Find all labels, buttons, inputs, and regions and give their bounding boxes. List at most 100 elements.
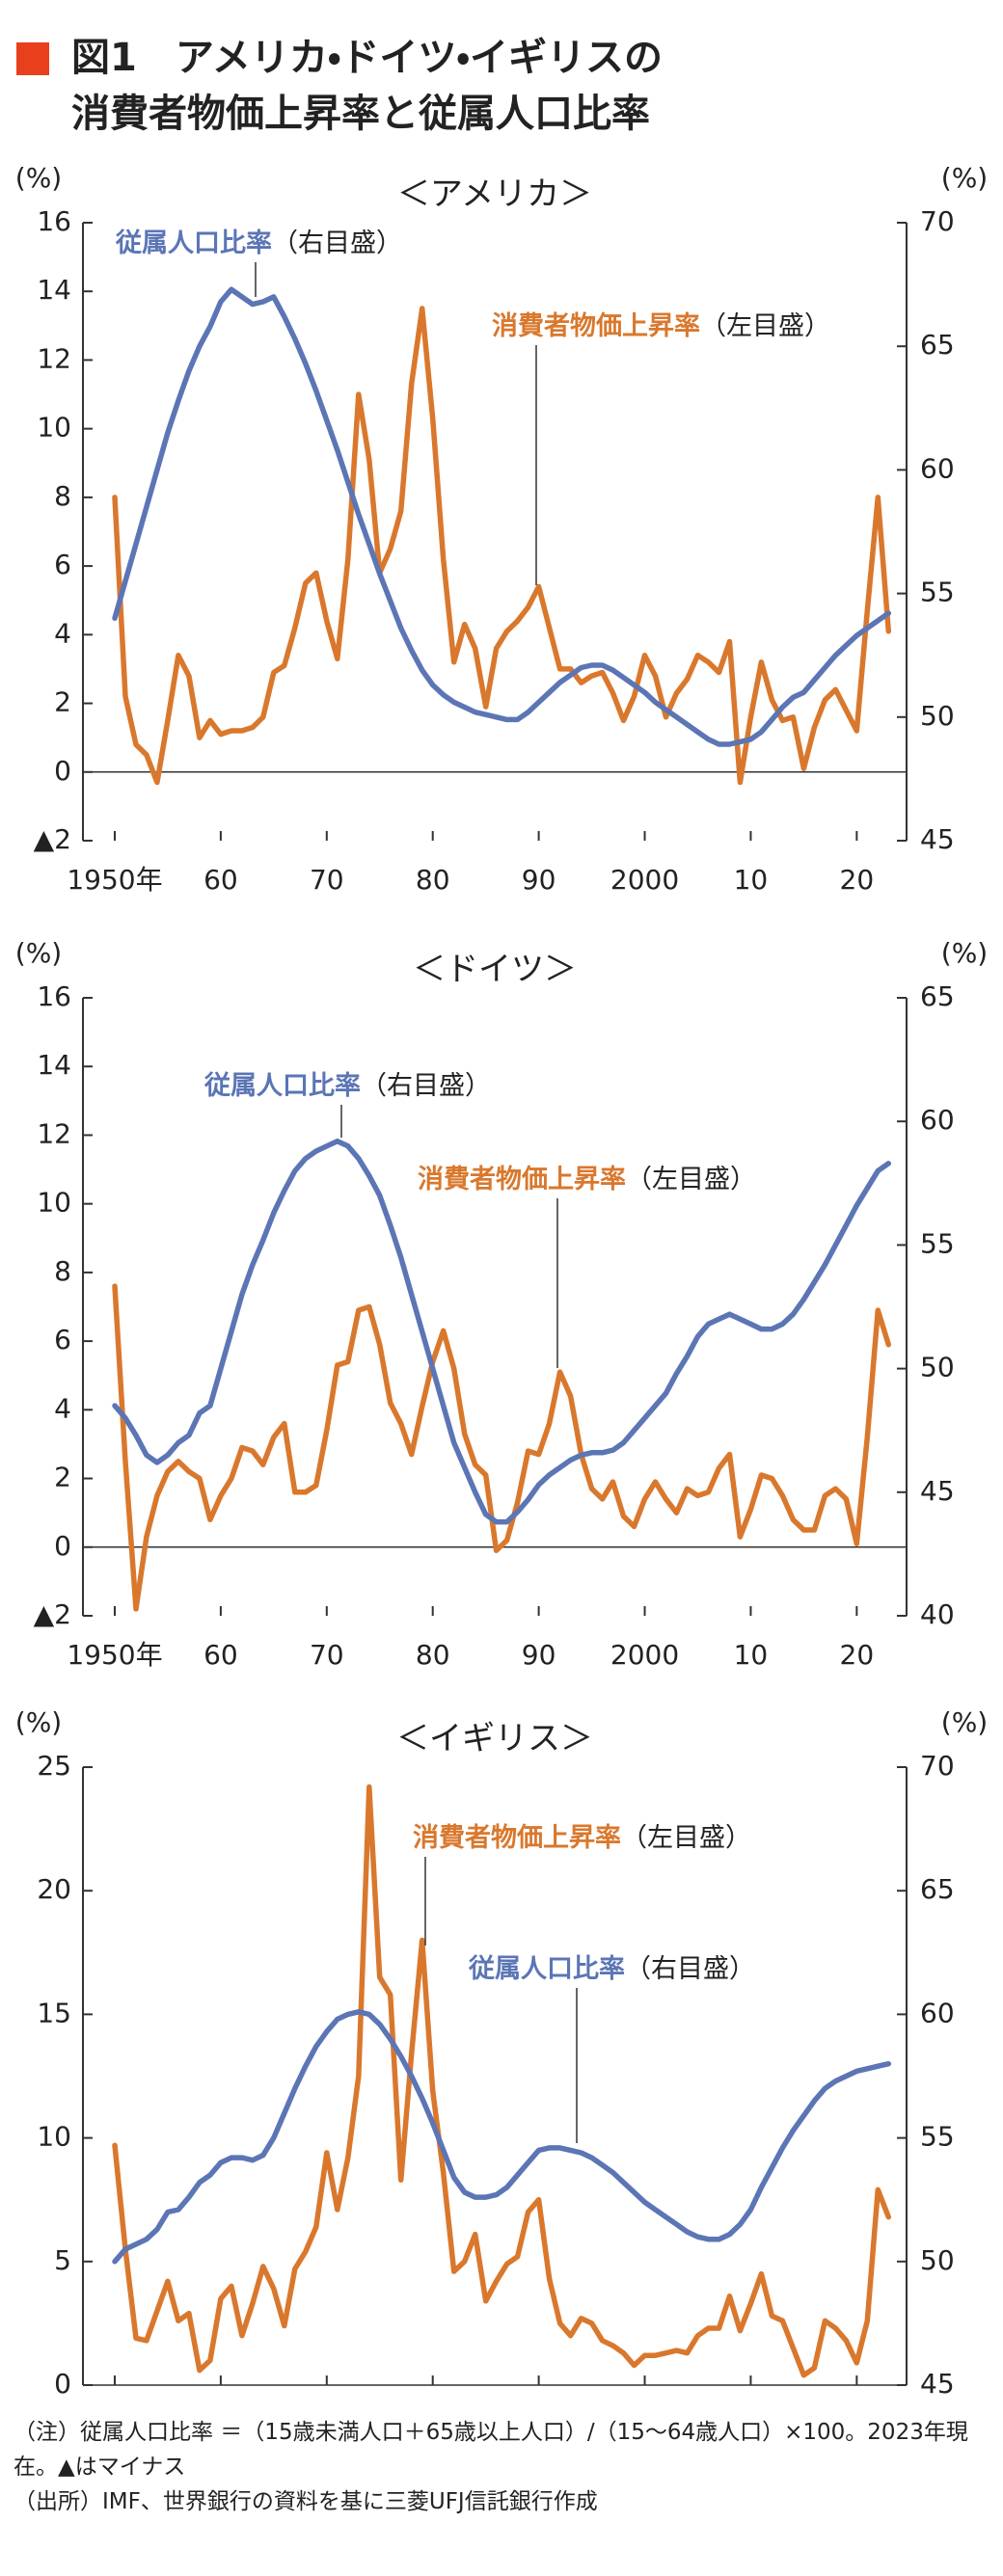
y2-tick-label: 55 — [920, 1227, 955, 1259]
header-marker — [16, 42, 49, 75]
x-tick-label: 2000 — [610, 864, 679, 896]
y-axis-label: (%) — [15, 162, 62, 194]
y-tick-label: 0 — [54, 1530, 71, 1562]
y2-axis-label: (%) — [941, 937, 988, 969]
x-tick-label: 1950年 — [67, 864, 162, 896]
x-tick-label: 10 — [734, 864, 769, 896]
y2-tick-label: 50 — [920, 700, 955, 732]
series-line — [112, 286, 892, 747]
y-axis-label: (%) — [15, 937, 62, 969]
series-name: 消費者物価上昇率 — [492, 311, 700, 341]
y-tick-label: 0 — [54, 2368, 71, 2400]
y2-tick-label: 55 — [920, 2121, 955, 2153]
series-label: 消費者物価上昇率（左目盛） — [418, 1165, 756, 1194]
series-label: 消費者物価上昇率（左目盛） — [413, 1823, 751, 1853]
y2-tick-label: 65 — [920, 329, 955, 361]
y2-tick-label: 60 — [920, 1997, 955, 2028]
y2-tick-label: 65 — [920, 1873, 955, 1905]
series-line — [112, 1138, 892, 1525]
y2-tick-label: 60 — [920, 452, 955, 484]
series-label: 消費者物価上昇率（左目盛） — [492, 311, 830, 341]
y-tick-label: 25 — [37, 1750, 71, 1782]
y2-tick-label: 60 — [920, 1104, 955, 1136]
y2-tick-label: 45 — [920, 1475, 955, 1507]
x-tick-label: 70 — [310, 1639, 344, 1671]
series-name: 従属人口比率 — [115, 228, 272, 258]
y-tick-label: 4 — [54, 1392, 71, 1424]
x-tick-label: 80 — [416, 1639, 450, 1671]
chart-title: ＜イギリス＞ — [396, 1720, 593, 1758]
y2-axis-label: (%) — [941, 1706, 988, 1738]
x-tick-label: 2000 — [610, 1639, 679, 1671]
y2-tick-label: 50 — [920, 2244, 955, 2276]
series-line — [112, 2009, 892, 2265]
y2-tick-label: 45 — [920, 823, 955, 855]
axis-note: （右目盛） — [361, 1071, 491, 1101]
chart-area: 図1 アメリカ・ドイツ・イギリスの 消費者物価上昇率と従属人口比率 ＜アメリカ＞… — [15, 36, 988, 2400]
y2-tick-label: 70 — [920, 1750, 955, 1782]
y-tick-label: 0 — [54, 755, 71, 787]
y-tick-label: 14 — [37, 274, 71, 306]
x-tick-label: 80 — [416, 864, 450, 896]
axis-note: （左目盛） — [626, 1165, 756, 1194]
y2-axis-label: (%) — [941, 162, 988, 194]
y-tick-label: 20 — [37, 1873, 71, 1905]
y-tick-label: 4 — [54, 617, 71, 649]
x-tick-label: 20 — [840, 1639, 875, 1671]
x-tick-label: 60 — [203, 864, 238, 896]
y-tick-label: 8 — [54, 480, 71, 512]
y-axis-label: (%) — [15, 1706, 62, 1738]
x-tick-label: 20 — [840, 864, 875, 896]
axis-note: （右目盛） — [272, 228, 402, 258]
y-tick-label: 10 — [37, 412, 71, 443]
chart-title: ＜ドイツ＞ — [413, 951, 577, 989]
chart-title: ＜アメリカ＞ — [397, 175, 592, 214]
y-tick-label: 14 — [37, 1049, 71, 1081]
y-tick-label: 12 — [37, 1117, 71, 1149]
series-name: 従属人口比率 — [203, 1071, 361, 1101]
y-tick-label: 5 — [54, 2244, 71, 2276]
header-title: 図1 アメリカ・ドイツ・イギリスの — [71, 36, 663, 80]
series-line — [112, 306, 892, 786]
series-label: 従属人口比率（右目盛） — [203, 1071, 491, 1101]
axis-note: （左目盛） — [621, 1823, 751, 1853]
y2-tick-label: 65 — [920, 980, 955, 1012]
y-tick-label: ▲2 — [34, 823, 71, 855]
y-tick-label: 10 — [37, 1187, 71, 1219]
y-tick-label: 2 — [54, 1462, 71, 1493]
series-name: 従属人口比率 — [468, 1954, 625, 1984]
series-label: 従属人口比率（右目盛） — [115, 228, 402, 258]
x-tick-label: 10 — [734, 1639, 769, 1671]
y2-tick-label: 55 — [920, 577, 955, 608]
series-label: 従属人口比率（右目盛） — [468, 1954, 755, 1984]
x-tick-label: 90 — [522, 1639, 556, 1671]
axis-note: （左目盛） — [700, 311, 830, 341]
y2-tick-label: 45 — [920, 2368, 955, 2400]
note: （注）従属人口比率 ＝（15歳未満人口＋65歳以上人口）/（15〜64歳人口）×… — [14, 2420, 968, 2480]
y2-tick-label: 70 — [920, 205, 955, 237]
x-tick-label: 70 — [310, 864, 344, 896]
y-tick-label: 15 — [37, 1997, 71, 2028]
y-tick-label: 6 — [54, 549, 71, 580]
notes: （注）従属人口比率 ＝（15歳未満人口＋65歳以上人口）/（15〜64歳人口）×… — [14, 2415, 978, 2519]
y-tick-label: ▲2 — [34, 1598, 71, 1630]
series-name: 消費者物価上昇率 — [418, 1165, 626, 1194]
x-tick-label: 90 — [522, 864, 556, 896]
x-tick-label: 1950年 — [67, 1639, 162, 1671]
y-tick-label: 16 — [37, 205, 71, 237]
y-tick-label: 12 — [37, 342, 71, 374]
y2-tick-label: 40 — [920, 1598, 955, 1630]
header-title: 消費者物価上昇率と従属人口比率 — [71, 92, 650, 136]
series-line — [112, 1784, 892, 2378]
y-tick-label: 2 — [54, 686, 71, 718]
note: （出所）IMF、世界銀行の資料を基に三菱UFJ信託銀行作成 — [14, 2489, 598, 2514]
y2-tick-label: 50 — [920, 1352, 955, 1383]
x-tick-label: 60 — [203, 1639, 238, 1671]
y-tick-label: 16 — [37, 980, 71, 1012]
y-tick-label: 6 — [54, 1324, 71, 1355]
axis-note: （右目盛） — [625, 1954, 755, 1984]
y-tick-label: 10 — [37, 2121, 71, 2153]
y-tick-label: 8 — [54, 1255, 71, 1287]
series-line — [112, 1283, 892, 1612]
